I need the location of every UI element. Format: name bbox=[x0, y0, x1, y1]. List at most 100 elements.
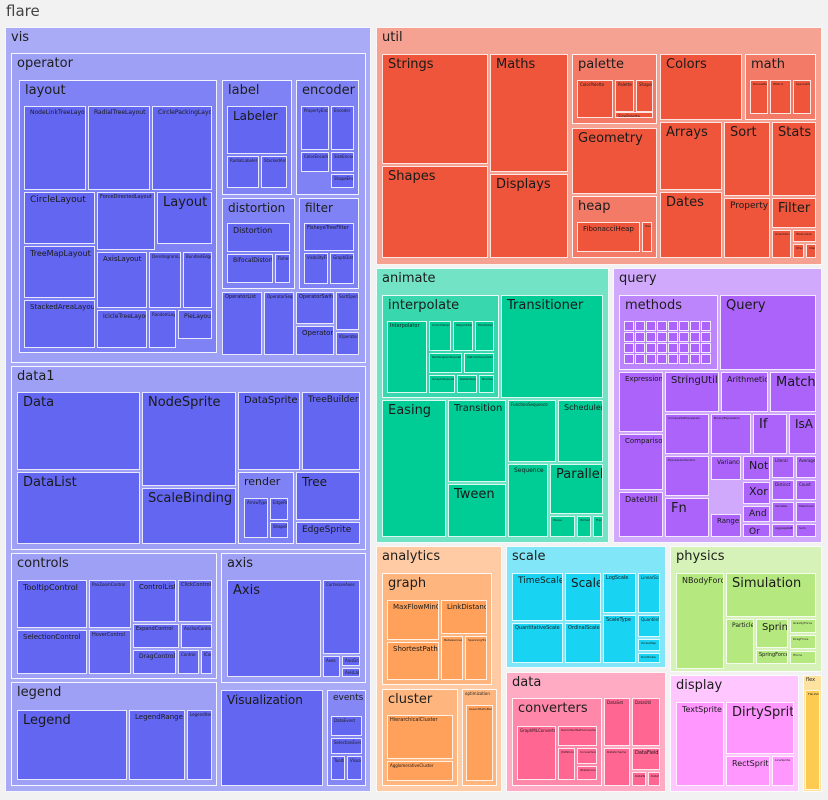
treemap-node-easing[interactable]: Easing bbox=[382, 400, 446, 537]
treemap-node-method-mul[interactable] bbox=[635, 343, 645, 353]
treemap-node-ievaluable[interactable]: IEvaluable bbox=[793, 230, 816, 242]
treemap-node-transition[interactable]: Transition bbox=[448, 400, 506, 482]
treemap-node-arithmetic[interactable]: Arithmetic bbox=[721, 372, 768, 412]
treemap-node-ivalue-proxy[interactable]: IValueProxy bbox=[806, 244, 816, 258]
treemap-node-arrays[interactable]: Arrays bbox=[660, 122, 722, 190]
treemap-node-sort[interactable]: Sort bbox=[724, 122, 770, 196]
treemap-node-dirty-sprite[interactable]: DirtySprite bbox=[726, 702, 794, 754]
treemap-node-variable[interactable]: Variable bbox=[772, 502, 794, 522]
treemap-node-ipredicate[interactable]: IPredicate bbox=[793, 244, 804, 258]
treemap-node-method-xor[interactable] bbox=[690, 354, 700, 364]
treemap-node-method-sub[interactable] bbox=[635, 354, 645, 364]
treemap-node-palette[interactable]: Palette bbox=[615, 80, 634, 112]
treemap-node-method-average[interactable] bbox=[646, 321, 656, 331]
treemap-node-line-sprite[interactable]: LineSprite bbox=[772, 756, 794, 786]
treemap-node-aspect-ratio-banker[interactable]: AspectRatioBanker bbox=[466, 705, 493, 781]
treemap-node-object-interpolator[interactable]: ObjectInterpolator bbox=[453, 321, 473, 351]
treemap-node-heap-node[interactable]: HeapNode bbox=[642, 222, 652, 252]
treemap-node-size-encoder[interactable]: SizeEncoder bbox=[331, 152, 354, 172]
treemap-node-method-and[interactable] bbox=[635, 321, 645, 331]
treemap-node-spring-force[interactable]: SpringForce bbox=[756, 650, 788, 664]
treemap-node-bifocal-distortion[interactable]: BifocalDistortion bbox=[227, 254, 273, 283]
treemap-node-data-util[interactable]: DataUtil bbox=[632, 698, 660, 746]
treemap-node-axes[interactable]: Axes bbox=[323, 656, 340, 677]
treemap-node-method-distinct[interactable] bbox=[668, 321, 678, 331]
treemap-node-legend[interactable]: Legend bbox=[17, 710, 127, 780]
treemap-node-circle-packing-layout[interactable]: CirclePackingLayout bbox=[152, 106, 212, 190]
treemap-node-data-sprite[interactable]: DataSprite bbox=[238, 392, 300, 470]
treemap-node-rect-sprite[interactable]: RectSprite bbox=[726, 756, 770, 786]
treemap-node-flare-vis[interactable]: FlareVis bbox=[805, 690, 820, 790]
treemap-node-property[interactable]: Property bbox=[724, 198, 770, 258]
treemap-node-method-eq[interactable] bbox=[690, 321, 700, 331]
treemap-node-not[interactable]: Not bbox=[743, 456, 770, 480]
treemap-node-quantitative-scale[interactable]: QuantitativeScale bbox=[512, 623, 563, 663]
treemap-node-axis-grid-line[interactable]: AxisGridLine bbox=[342, 656, 360, 666]
treemap-node-literal[interactable]: Literal bbox=[772, 456, 794, 478]
treemap-node-random-layout[interactable]: RandomLayout bbox=[149, 310, 176, 348]
treemap-node-selection-event[interactable]: SelectionEvent bbox=[331, 738, 362, 754]
treemap-node-query[interactable]: Query bbox=[720, 295, 816, 370]
treemap-node-range[interactable]: Range bbox=[711, 514, 741, 537]
treemap-node-delimited-text-converter[interactable]: DelimitedTextConverter bbox=[558, 726, 597, 746]
treemap-node-data-list[interactable]: DataList bbox=[17, 472, 140, 544]
treemap-node-tree-builder[interactable]: TreeBuilder bbox=[302, 392, 360, 470]
treemap-node-axis[interactable]: Axis bbox=[227, 580, 321, 677]
treemap-node-color-encoder[interactable]: ColorEncoder bbox=[301, 152, 329, 172]
treemap-node-method-iff[interactable] bbox=[646, 332, 656, 342]
treemap-node-expression[interactable]: Expression bbox=[619, 372, 663, 432]
treemap-node-method-fn[interactable] bbox=[701, 321, 711, 331]
treemap-node-visualization[interactable]: Visualization bbox=[221, 690, 323, 786]
treemap-node-method-stddev[interactable] bbox=[624, 354, 634, 364]
treemap-node-stacked-area-labeler[interactable]: StackedAreaLabeler bbox=[261, 156, 287, 188]
treemap-node-text-sprite[interactable]: TextSprite bbox=[676, 702, 724, 786]
treemap-node-root-scale[interactable]: RootScale bbox=[638, 653, 660, 663]
treemap-node-ischedulable[interactable]: ISchedulable bbox=[577, 516, 591, 537]
treemap-node-shortest-paths[interactable]: ShortestPaths bbox=[387, 642, 439, 680]
treemap-node-tree-map-layout[interactable]: TreeMapLayout bbox=[24, 246, 95, 298]
treemap-node-agglomerative-cluster[interactable]: AgglomerativeCluster bbox=[387, 761, 453, 781]
treemap-node-method-div[interactable] bbox=[679, 321, 689, 331]
treemap-node-maximum[interactable]: Maximum bbox=[796, 502, 816, 522]
treemap-node-node-sprite[interactable]: NodeSprite bbox=[142, 392, 236, 486]
treemap-node-max-flow-min-cut[interactable]: MaxFlowMinCut bbox=[387, 600, 439, 640]
treemap-node-operator-list[interactable]: OperatorList bbox=[222, 292, 262, 355]
treemap-node-sequence[interactable]: Sequence bbox=[508, 464, 548, 537]
treemap-node-method-range[interactable] bbox=[690, 343, 700, 353]
treemap-node-shape-palette[interactable]: ShapePalette bbox=[636, 80, 653, 112]
treemap-node-method-mod[interactable] bbox=[624, 343, 634, 353]
treemap-node-method-max[interactable] bbox=[690, 332, 700, 342]
treemap-node-number-interpolator[interactable]: NumberInterpolator bbox=[479, 375, 494, 393]
treemap-node-click-control[interactable]: ClickControl bbox=[178, 580, 212, 622]
treemap-node-layout[interactable]: Layout bbox=[157, 192, 212, 244]
treemap-node-axis-label[interactable]: AxisLabel bbox=[342, 668, 360, 677]
treemap-node-distinct[interactable]: Distinct bbox=[772, 480, 794, 500]
treemap-node-is-a[interactable]: IsA bbox=[789, 414, 816, 454]
treemap-node-idata-converter[interactable]: IDataConverter bbox=[577, 766, 597, 780]
treemap-node-time-scale[interactable]: TimeScale bbox=[512, 573, 563, 621]
treemap-node-control-list[interactable]: ControlList bbox=[133, 580, 176, 622]
treemap-node-nbody-force[interactable]: NBodyForce bbox=[676, 573, 724, 669]
treemap-node-fisheye-distortion[interactable]: FisheyeDistortion bbox=[275, 254, 290, 283]
treemap-node-string-util[interactable]: StringUtil bbox=[665, 372, 719, 412]
treemap-node-encoder[interactable]: Encoder bbox=[331, 106, 354, 150]
treemap-node-date-interpolator[interactable]: DateInterpolator bbox=[457, 375, 477, 393]
treemap-node-property-encoder[interactable]: PropertyEncoder bbox=[301, 106, 329, 150]
treemap-node-fisheye-tree-filter[interactable]: FisheyeTreeFilter bbox=[304, 223, 354, 251]
treemap-node-count[interactable]: Count bbox=[796, 480, 816, 500]
treemap-node-strings[interactable]: Strings bbox=[382, 54, 488, 164]
treemap-node-tween[interactable]: Tween bbox=[448, 484, 506, 537]
treemap-node-node-link-tree-layout[interactable]: NodeLinkTreeLayout bbox=[24, 106, 86, 190]
treemap-node-operator-switch[interactable]: OperatorSwitch bbox=[296, 292, 334, 324]
treemap-node-betweenness-centrality[interactable]: BetweennessCentrality bbox=[441, 636, 463, 680]
treemap-node-method-where[interactable] bbox=[679, 354, 689, 364]
treemap-node-hover-control[interactable]: HoverControl bbox=[89, 630, 131, 674]
treemap-node-sparse-matrix[interactable]: SparseMatrix bbox=[793, 80, 811, 114]
treemap-node-drag-force[interactable]: DragForce bbox=[790, 635, 816, 649]
treemap-node-cartesian-axes[interactable]: CartesianAxes bbox=[323, 580, 360, 654]
treemap-node-expand-control[interactable]: ExpandControl bbox=[133, 624, 179, 648]
treemap-node-ordinal-scale[interactable]: OrdinalScale bbox=[565, 623, 601, 663]
treemap-node-shape-renderer[interactable]: ShapeRenderer bbox=[270, 522, 288, 538]
treemap-node-method-count[interactable] bbox=[657, 321, 667, 331]
treemap-node-labeler[interactable]: Labeler bbox=[227, 106, 287, 154]
